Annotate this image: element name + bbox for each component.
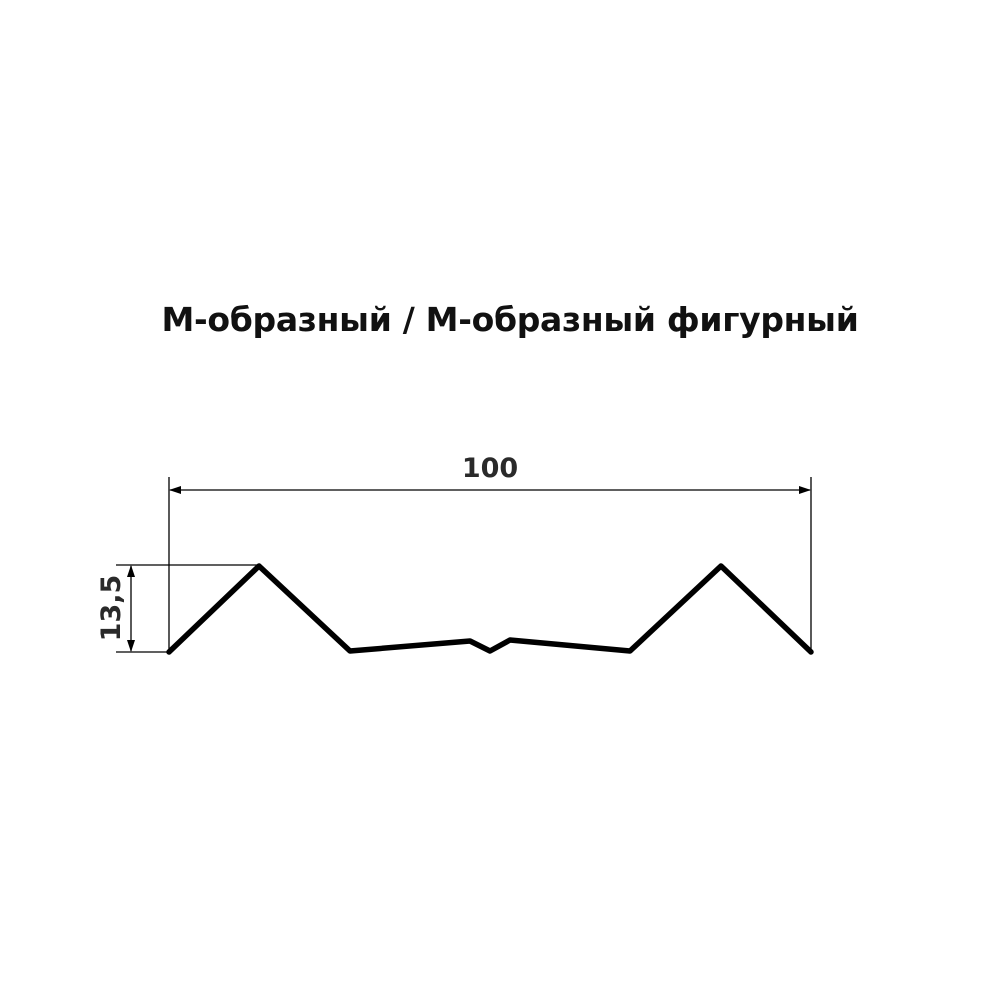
width-dimension-label: 100 — [462, 453, 518, 484]
profile-line — [166, 563, 814, 655]
diagram-title: М-образный / М-образный фигурный — [161, 300, 859, 339]
height-dimension-label: 13,5 — [96, 575, 127, 642]
